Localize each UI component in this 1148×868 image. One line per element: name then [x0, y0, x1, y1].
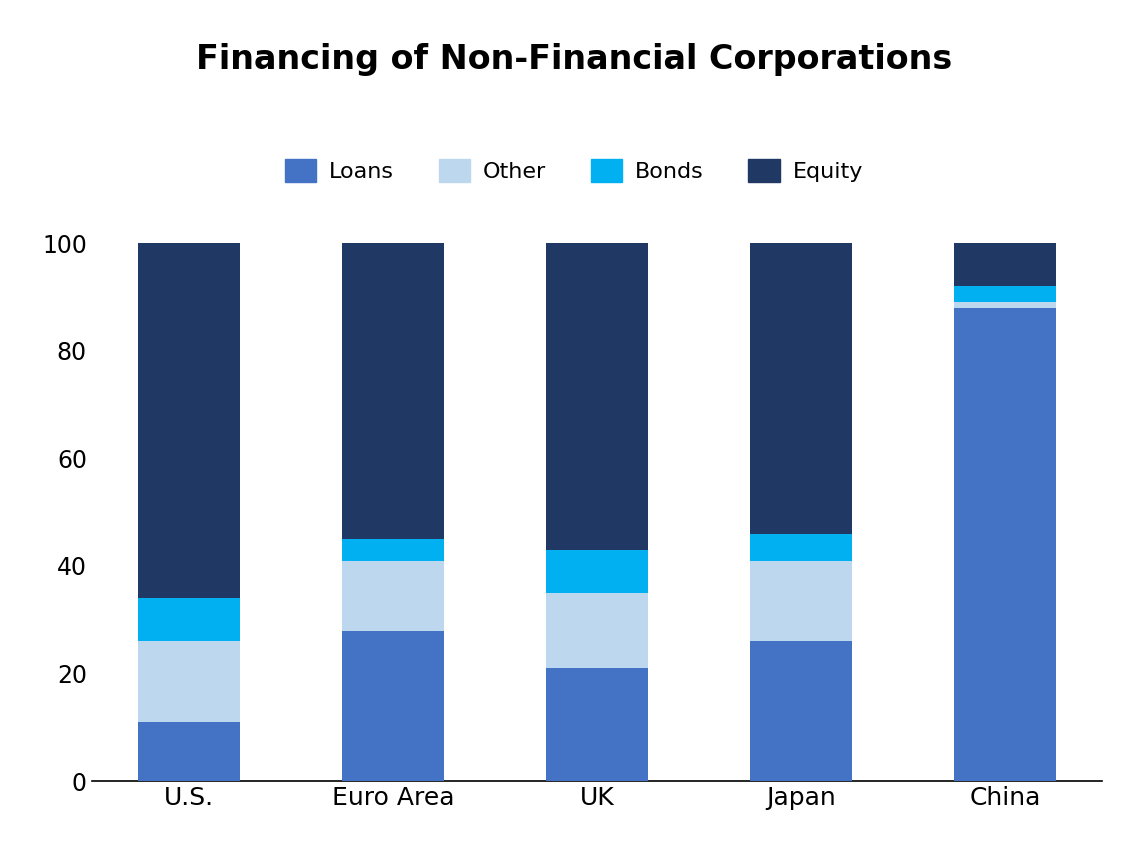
Bar — [342, 630, 444, 781]
Bar — [954, 307, 1056, 781]
Bar — [546, 243, 647, 549]
Text: Financing of Non-Financial Corporations: Financing of Non-Financial Corporations — [196, 43, 952, 76]
Bar — [954, 286, 1056, 302]
Bar — [546, 593, 647, 668]
Bar — [342, 561, 444, 630]
Bar — [138, 598, 240, 641]
Bar — [750, 534, 852, 561]
Bar — [342, 243, 444, 539]
Bar — [954, 302, 1056, 307]
Bar — [954, 243, 1056, 286]
Bar — [750, 561, 852, 641]
Bar — [138, 641, 240, 722]
Bar — [138, 722, 240, 781]
Bar — [546, 668, 647, 781]
Legend: Loans, Other, Bonds, Equity: Loans, Other, Bonds, Equity — [276, 150, 872, 191]
Bar — [750, 641, 852, 781]
Bar — [138, 243, 240, 598]
Bar — [750, 243, 852, 534]
Bar — [546, 549, 647, 593]
Bar — [342, 539, 444, 561]
